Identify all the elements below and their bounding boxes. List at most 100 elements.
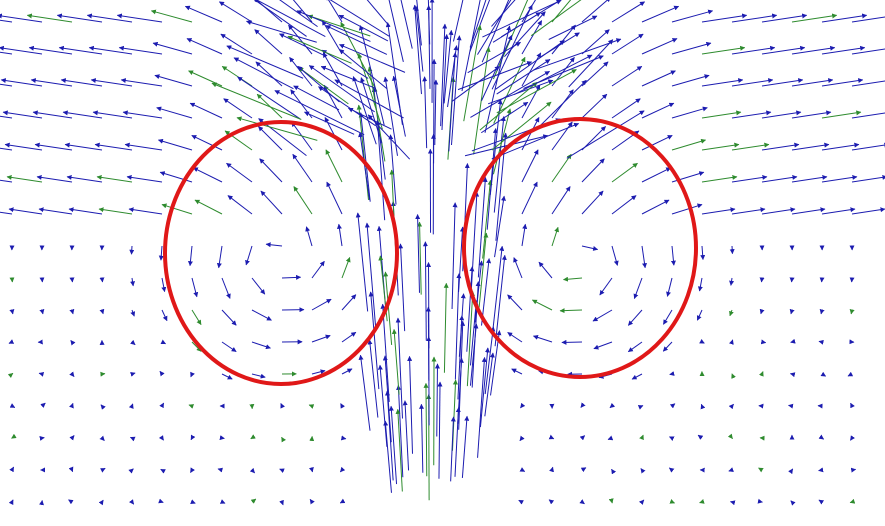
vector-arrow bbox=[731, 110, 772, 119]
vector-arrow bbox=[581, 245, 599, 251]
vector-arrow bbox=[611, 195, 637, 215]
vector-arrow bbox=[154, 74, 193, 87]
vector-arrow bbox=[126, 174, 163, 183]
vector-arrow bbox=[311, 369, 326, 375]
vector-arrow bbox=[90, 78, 133, 87]
vector-arrow bbox=[320, 65, 377, 89]
vector-arrow bbox=[62, 110, 103, 119]
vector-arrow bbox=[309, 498, 315, 505]
vector-arrow bbox=[729, 309, 734, 317]
vector-arrow bbox=[559, 308, 583, 314]
vector-arrow bbox=[521, 117, 540, 151]
vector-arrow bbox=[30, 78, 73, 87]
vector-arrow bbox=[551, 153, 572, 183]
vector-arrow bbox=[40, 402, 46, 408]
vector-arrow bbox=[122, 110, 163, 119]
vector-arrow bbox=[521, 223, 528, 247]
vector-arrow bbox=[70, 339, 76, 346]
vector-arrow bbox=[761, 110, 802, 119]
vector-arrow bbox=[158, 245, 164, 261]
vector-arrow bbox=[580, 402, 586, 408]
vector-arrow bbox=[368, 291, 380, 390]
vector-arrow bbox=[325, 25, 388, 55]
vector-arrow bbox=[34, 142, 73, 151]
vector-arrow bbox=[340, 403, 346, 409]
vector-arrow bbox=[227, 195, 253, 215]
vector-arrow bbox=[849, 498, 856, 504]
vector-arrow bbox=[128, 403, 134, 409]
vector-arrow bbox=[821, 13, 868, 23]
vector-arrow bbox=[416, 0, 422, 46]
vector-arrow bbox=[279, 0, 318, 28]
vector-arrow bbox=[699, 338, 705, 344]
vector-arrow bbox=[579, 499, 585, 505]
vector-arrow bbox=[731, 78, 774, 87]
vector-arrow bbox=[539, 32, 580, 59]
vector-arrow bbox=[641, 167, 672, 183]
vector-arrow bbox=[0, 45, 43, 55]
vector-arrow bbox=[761, 174, 798, 183]
vector-arrow bbox=[788, 468, 794, 475]
vector-arrow bbox=[254, 0, 307, 37]
vector-arrow bbox=[60, 78, 103, 87]
vector-arrow bbox=[124, 142, 163, 151]
vector-arrow bbox=[821, 45, 866, 55]
vector-arrow bbox=[258, 126, 283, 151]
vector-arrow bbox=[551, 226, 560, 247]
vector-arrow bbox=[249, 467, 256, 474]
vector-arrow bbox=[521, 149, 539, 183]
vector-arrow bbox=[279, 33, 325, 57]
vector-arrow bbox=[191, 277, 199, 298]
vector-arrow bbox=[184, 5, 223, 23]
vector-arrow bbox=[761, 13, 808, 23]
vector-arrow bbox=[847, 371, 854, 377]
vector-arrow bbox=[32, 110, 73, 119]
vector-arrow bbox=[364, 222, 377, 327]
vector-arrow bbox=[0, 13, 43, 23]
vector-arrow bbox=[221, 341, 237, 353]
vector-arrow bbox=[367, 339, 379, 418]
vector-arrow bbox=[851, 142, 885, 151]
vector-arrow bbox=[128, 207, 163, 215]
vector-arrow bbox=[159, 370, 165, 377]
vector-arrow bbox=[68, 499, 74, 505]
vector-arrow bbox=[130, 339, 136, 346]
vector-arrow bbox=[9, 466, 15, 473]
vector-arrow bbox=[821, 78, 864, 87]
vector-arrow bbox=[259, 158, 283, 183]
vector-arrow bbox=[226, 162, 253, 183]
vector-arrow bbox=[450, 35, 462, 146]
vector-arrow bbox=[581, 158, 605, 183]
vector-arrow bbox=[611, 162, 638, 183]
vector-arrow bbox=[190, 371, 195, 378]
arrow-layer bbox=[0, 0, 885, 506]
vector-arrow bbox=[245, 245, 253, 266]
vector-arrow bbox=[395, 317, 403, 419]
vector-arrow bbox=[7, 372, 14, 379]
vector-arrow bbox=[581, 29, 610, 55]
highlight-circle-left bbox=[163, 120, 399, 386]
vector-arrow bbox=[851, 207, 885, 215]
vector-arrow bbox=[609, 402, 616, 409]
vector-arrow bbox=[298, 67, 349, 105]
vector-arrow bbox=[38, 371, 45, 377]
vector-arrow bbox=[308, 65, 375, 113]
vector-arrow bbox=[761, 78, 804, 87]
vector-arrow bbox=[100, 404, 106, 410]
vector-arrow bbox=[581, 0, 611, 23]
vector-arrow bbox=[581, 190, 604, 215]
vector-arrow bbox=[731, 13, 778, 23]
vector-arrow bbox=[0, 51, 13, 55]
vector-arrow bbox=[69, 435, 75, 441]
vector-arrow bbox=[639, 434, 644, 441]
vector-arrow bbox=[8, 339, 15, 344]
vector-arrow bbox=[377, 364, 388, 447]
vector-arrow bbox=[728, 339, 734, 345]
vector-arrow bbox=[819, 308, 825, 315]
vector-arrow bbox=[383, 420, 392, 493]
vector-arrow bbox=[821, 174, 858, 183]
vector-arrow bbox=[100, 467, 106, 473]
vector-arrow bbox=[791, 13, 838, 23]
vector-arrow bbox=[641, 245, 647, 269]
vector-arrow bbox=[304, 111, 355, 135]
